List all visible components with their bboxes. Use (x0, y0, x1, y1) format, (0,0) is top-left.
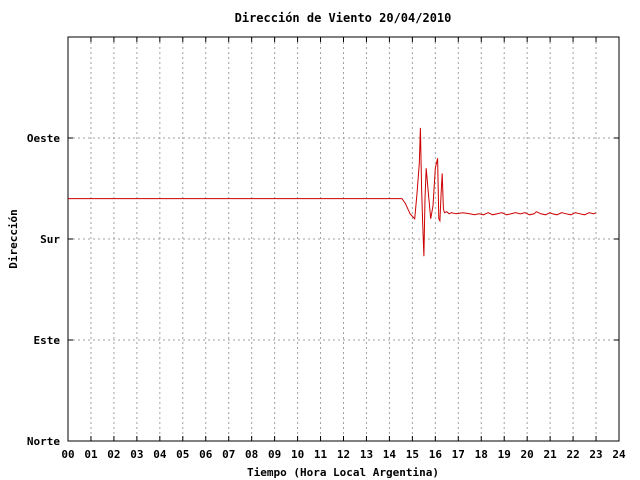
x-tick-label: 03 (130, 448, 143, 461)
x-tick-label: 21 (544, 448, 558, 461)
x-tick-label: 18 (475, 448, 488, 461)
x-tick-label: 13 (360, 448, 373, 461)
x-tick-label: 01 (84, 448, 98, 461)
chart-title: Dirección de Viento 20/04/2010 (235, 11, 452, 25)
x-axis-label: Tiempo (Hora Local Argentina) (247, 466, 439, 479)
x-tick-label: 08 (245, 448, 258, 461)
y-tick-label: Sur (40, 233, 60, 246)
x-tick-label: 15 (406, 448, 419, 461)
x-tick-label: 22 (566, 448, 579, 461)
x-tick-label: 02 (107, 448, 120, 461)
x-tick-label: 11 (314, 448, 328, 461)
grid (68, 37, 619, 441)
x-tick-label: 19 (498, 448, 511, 461)
x-tick-labels: 00 01 02 03 04 05 06 07 08 09 10 11 12 13 14 15 16 17 18 19… (61, 448, 626, 461)
wind-direction-series-line (68, 127, 597, 257)
x-tick-label: 05 (176, 448, 189, 461)
x-tick-label: 20 (521, 448, 534, 461)
y-tick-label: Oeste (27, 132, 60, 145)
axis-ticks (67, 37, 620, 442)
y-tick-labels: Norte Este Sur Oeste (27, 132, 60, 448)
y-tick-label: Norte (27, 435, 60, 448)
x-tick-label: 12 (337, 448, 350, 461)
x-tick-label: 00 (61, 448, 74, 461)
x-tick-label: 17 (452, 448, 465, 461)
x-tick-label: 04 (153, 448, 167, 461)
y-tick-label: Este (34, 334, 61, 347)
x-tick-label: 23 (589, 448, 602, 461)
y-axis-label: Dirección (7, 209, 20, 269)
x-tick-label: 07 (222, 448, 235, 461)
x-tick-label: 10 (291, 448, 304, 461)
x-tick-label: 14 (383, 448, 397, 461)
x-tick-label: 24 (612, 448, 626, 461)
x-tick-label: 16 (429, 448, 443, 461)
x-tick-label: 09 (268, 448, 281, 461)
x-tick-label: 06 (199, 448, 213, 461)
